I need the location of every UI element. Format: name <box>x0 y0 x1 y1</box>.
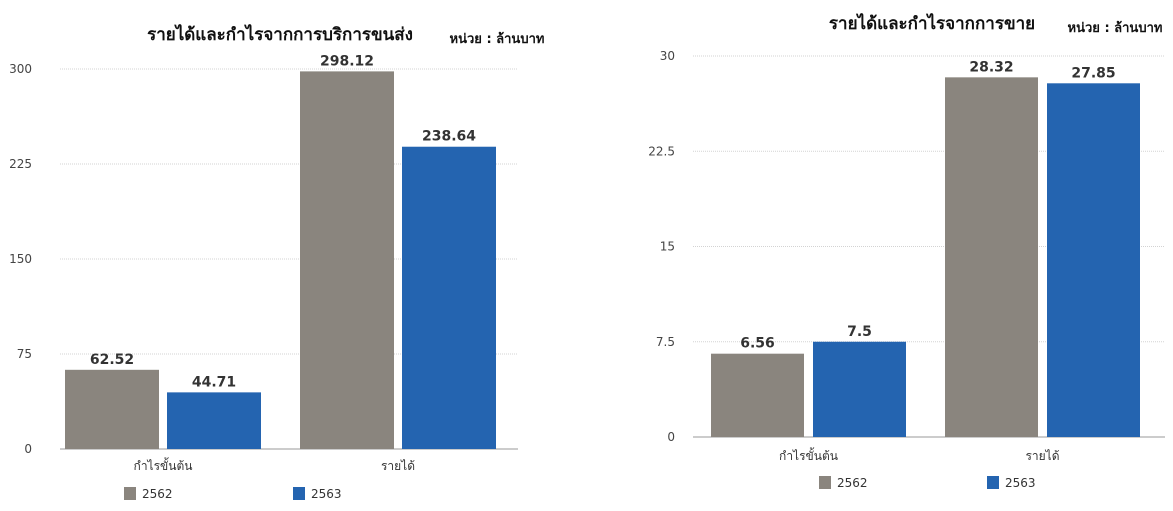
data-label: 238.64 <box>422 129 476 145</box>
y-tick-label: 7.5 <box>656 335 675 349</box>
bar-2562-gross-profit <box>711 353 804 437</box>
legend-swatch-2562 <box>124 487 136 500</box>
y-tick-label: 75 <box>17 347 32 361</box>
data-label: 27.85 <box>1071 65 1115 81</box>
x-category-label: กำไรขั้นต้น <box>779 447 838 463</box>
bar-2563-revenue <box>402 146 496 450</box>
unit-label: หน่วย : ล้านบาท <box>450 31 545 47</box>
y-tick-label: 30 <box>660 49 675 63</box>
y-tick-label: 150 <box>9 252 32 266</box>
bar-2562-revenue <box>945 77 1038 437</box>
y-tick-label: 22.5 <box>648 144 675 158</box>
bar-2562-gross-profit <box>65 369 159 449</box>
legend-swatch-2563 <box>293 487 305 500</box>
x-category-label: รายได้ <box>381 459 415 473</box>
y-tick-label: 0 <box>667 430 675 444</box>
bar-2563-gross-profit <box>167 392 261 449</box>
unit-label: หน่วย : ล้านบาท <box>1068 20 1163 36</box>
x-category-label: รายได้ <box>1025 449 1059 463</box>
chart-title: รายได้และกำไรจากการบริการขนส่ง <box>147 24 413 45</box>
y-tick-label: 225 <box>9 157 32 171</box>
data-label: 7.5 <box>847 324 872 340</box>
legend-swatch-2563 <box>987 476 999 489</box>
data-label: 44.71 <box>192 374 236 390</box>
legend-swatch-2562 <box>819 476 831 489</box>
y-tick-label: 300 <box>9 62 32 76</box>
data-label: 6.56 <box>740 336 775 352</box>
bar-2562-revenue <box>300 71 394 449</box>
bar-2563-gross-profit <box>813 341 906 437</box>
bar-2563-revenue <box>1047 83 1140 438</box>
data-label: 28.32 <box>969 59 1013 75</box>
data-label: 62.52 <box>90 352 134 368</box>
y-tick-label: 0 <box>24 442 32 456</box>
legend-label: 2562 <box>837 476 868 490</box>
legend-label: 2563 <box>1005 476 1036 490</box>
data-label: 298.12 <box>320 53 374 69</box>
chart-title: รายได้และกำไรจากการขาย <box>829 13 1035 34</box>
legend-label: 2563 <box>311 487 342 501</box>
chart-transport: รายได้และกำไรจากการบริการขนส่ง หน่วย : ล้… <box>9 24 545 501</box>
legend-label: 2562 <box>142 487 173 501</box>
chart-sales: รายได้และกำไรจากการขาย หน่วย : ล้านบาท 0 7.… <box>648 13 1165 490</box>
x-category-label: กำไรขั้นต้น <box>134 457 193 473</box>
y-tick-label: 15 <box>660 240 675 254</box>
